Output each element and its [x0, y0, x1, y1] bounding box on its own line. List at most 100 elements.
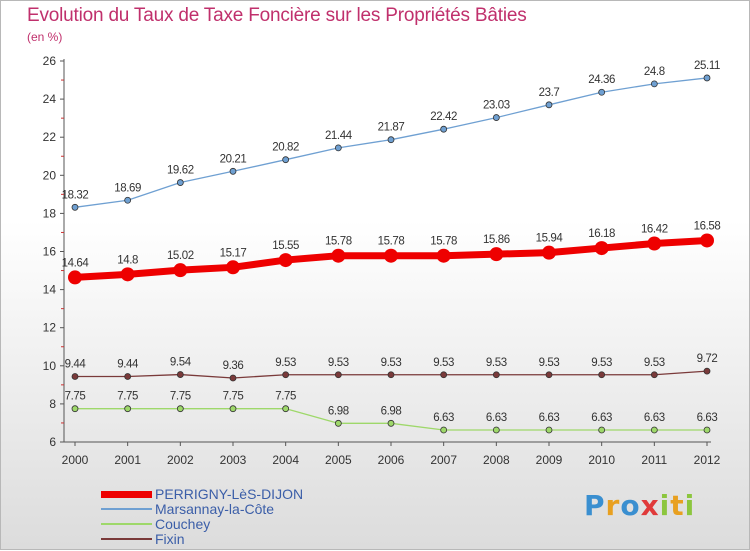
data-label: 16.42 — [641, 223, 668, 235]
data-point — [229, 405, 237, 413]
data-label: 14.8 — [117, 254, 138, 266]
data-label: 7.75 — [117, 391, 138, 403]
data-label: 9.72 — [697, 353, 718, 365]
x-tick-label: 2006 — [378, 453, 405, 467]
data-label: 6.98 — [328, 405, 349, 417]
data-point — [700, 233, 714, 248]
y-tick-label: 18 — [43, 206, 57, 220]
x-tick-label: 2009 — [536, 453, 563, 467]
y-tick-label: 14 — [43, 283, 57, 297]
data-point — [331, 248, 346, 263]
logo-letter: t — [670, 489, 685, 522]
logo-letter: x — [640, 489, 660, 522]
unit-label: (en %) — [27, 30, 63, 44]
data-label: 6.98 — [381, 405, 402, 417]
data-label: 25.11 — [694, 60, 720, 72]
chart-title: Evolution du Taux de Taxe Foncière sur l… — [27, 5, 527, 26]
data-label: 9.53 — [591, 357, 612, 369]
logo-letter: i — [659, 489, 671, 522]
data-point — [282, 371, 290, 379]
x-tick-label: 2000 — [62, 453, 89, 467]
data-label: 9.53 — [644, 357, 665, 369]
y-tick-label: 26 — [43, 54, 57, 68]
data-point — [598, 88, 606, 96]
y-tick-label: 24 — [43, 92, 57, 106]
y-tick-label: 20 — [43, 168, 57, 182]
data-label: 24.36 — [588, 74, 615, 86]
y-tick-label: 6 — [49, 435, 56, 449]
y-tick-label: 22 — [43, 130, 57, 144]
data-label: 23.7 — [539, 87, 560, 99]
data-label: 9.53 — [381, 357, 402, 369]
data-point — [598, 371, 606, 379]
data-point — [492, 426, 500, 434]
data-point — [703, 74, 711, 82]
data-label: 6.63 — [591, 412, 612, 424]
data-label: 9.53 — [328, 357, 349, 369]
data-point — [542, 245, 556, 260]
data-label: 7.75 — [65, 391, 86, 403]
x-tick-label: 2001 — [114, 453, 141, 467]
legend-label: Marsannay-la-Côte — [155, 501, 275, 517]
data-point — [334, 144, 342, 152]
legend-label: PERRIGNY-LèS-DIJON — [155, 486, 304, 502]
x-tick-label: 2012 — [694, 453, 721, 467]
data-point — [282, 156, 290, 164]
x-tick-label: 2003 — [220, 453, 247, 467]
data-point — [703, 426, 711, 434]
data-label: 15.55 — [272, 240, 299, 252]
data-label: 6.63 — [486, 412, 507, 424]
data-label: 6.63 — [539, 412, 560, 424]
x-tick-label: 2002 — [167, 453, 194, 467]
x-tick-label: 2010 — [588, 453, 615, 467]
data-point — [173, 263, 188, 278]
data-point — [124, 373, 132, 380]
data-point — [703, 367, 711, 375]
data-label: 14.64 — [62, 257, 90, 269]
axes: 6 8 10 12 14 16 18 20 22 24 26 2000 2001 2002 2003 2004… — [43, 54, 721, 467]
data-point — [545, 101, 553, 109]
series-3: 9.44 9.44 9.54 9.36 9.53 9.53 9.53 9.53 9.53 9.53… — [65, 353, 718, 382]
data-label: 9.44 — [117, 358, 139, 370]
data-point — [176, 405, 184, 413]
data-point — [436, 248, 451, 263]
data-label: 9.53 — [486, 357, 507, 369]
data-point — [545, 371, 553, 379]
legend-swatch — [101, 491, 152, 498]
legend-label: Fixin — [155, 531, 185, 547]
x-tick-label: 2011 — [641, 453, 667, 467]
series-0: 14.64 14.8 15.02 15.17 15.55 15.78 15.78 15.78 1… — [62, 220, 721, 285]
data-point — [489, 247, 504, 262]
x-tick-label: 2008 — [483, 453, 510, 467]
data-point — [387, 371, 395, 379]
x-tick-label: 2007 — [430, 453, 457, 467]
data-point — [650, 371, 658, 379]
data-label: 9.36 — [223, 360, 244, 372]
data-label: 20.82 — [272, 142, 299, 154]
data-label: 15.17 — [220, 247, 247, 259]
data-point — [334, 419, 342, 427]
data-label: 6.63 — [697, 412, 718, 424]
data-point — [229, 167, 237, 175]
data-point — [440, 426, 448, 434]
data-point — [278, 253, 293, 268]
data-point — [282, 405, 290, 413]
data-point — [124, 405, 132, 413]
data-label: 15.78 — [378, 236, 405, 248]
y-tick-label: 16 — [43, 245, 57, 259]
data-label: 21.87 — [378, 122, 405, 134]
data-label: 15.02 — [167, 250, 194, 262]
data-point — [492, 114, 500, 121]
logo-letter: i — [684, 489, 696, 522]
legend-swatch — [101, 538, 152, 540]
data-label: 18.69 — [114, 182, 141, 194]
data-label: 15.86 — [483, 234, 510, 246]
data-point — [124, 196, 132, 204]
data-label: 7.75 — [223, 391, 244, 403]
legend-swatch — [101, 508, 152, 510]
data-point — [440, 371, 448, 379]
proxiti-logo: Proxiti — [584, 489, 695, 522]
series-1: 18.32 18.69 19.62 20.21 20.82 21.44 21.87 22.42… — [62, 60, 720, 211]
x-tick-label: 2004 — [272, 453, 299, 467]
